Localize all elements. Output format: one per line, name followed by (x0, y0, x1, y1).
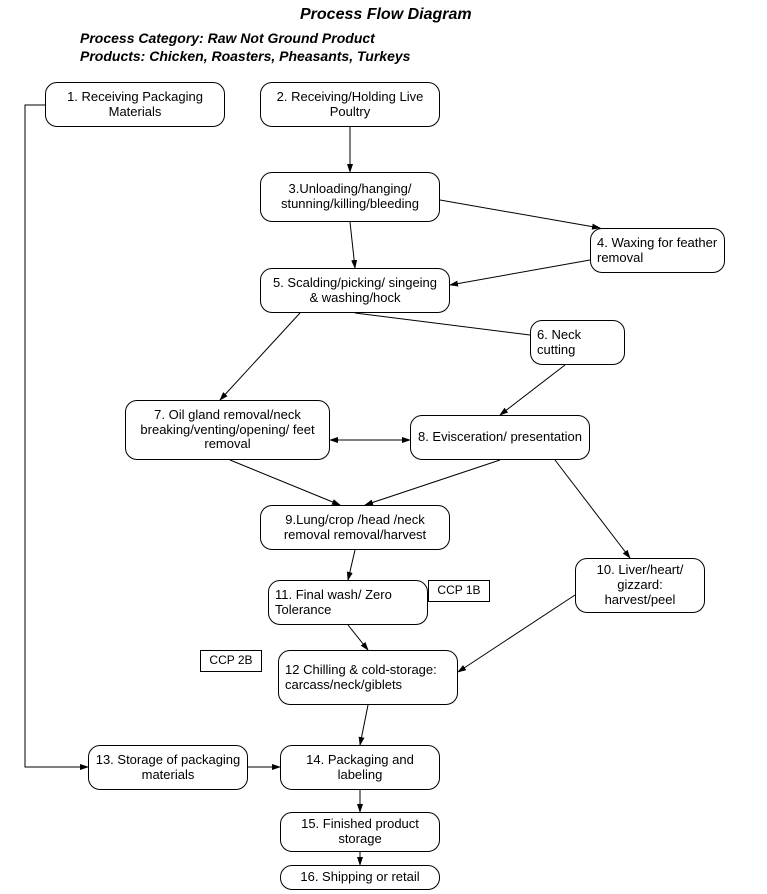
node-3-unloading: 3.Unloading/hanging/ stunning/killing/bl… (260, 172, 440, 222)
ccp-2b-label: CCP 2B (200, 650, 262, 672)
node-10-liver-heart: 10. Liver/heart/ gizzard: harvest/peel (575, 558, 705, 613)
diagram-canvas: Process Flow Diagram Process Category: R… (0, 0, 767, 894)
node-12-chilling: 12 Chilling & cold-storage: carcass/neck… (278, 650, 458, 705)
node-4-waxing: 4. Waxing for feather removal (590, 228, 725, 273)
node-2-receiving-poultry: 2. Receiving/Holding Live Poultry (260, 82, 440, 127)
node-6-neck-cutting: 6. Neck cutting (530, 320, 625, 365)
node-8-evisceration: 8. Evisceration/ presentation (410, 415, 590, 460)
node-9-lung-crop: 9.Lung/crop /head /neck removal removal/… (260, 505, 450, 550)
node-13-storage-materials: 13. Storage of packaging materials (88, 745, 248, 790)
node-7-oil-gland: 7. Oil gland removal/neck breaking/venti… (125, 400, 330, 460)
node-15-finished-storage: 15. Finished product storage (280, 812, 440, 852)
node-14-packaging: 14. Packaging and labeling (280, 745, 440, 790)
node-11-final-wash: 11. Final wash/ Zero Tolerance (268, 580, 428, 625)
diagram-subtitle-2: Products: Chicken, Roasters, Pheasants, … (80, 48, 410, 64)
diagram-title: Process Flow Diagram (300, 6, 472, 24)
diagram-subtitle-1: Process Category: Raw Not Ground Product (80, 30, 375, 46)
node-5-scalding: 5. Scalding/picking/ singeing & washing/… (260, 268, 450, 313)
node-1-receiving-packaging: 1. Receiving Packaging Materials (45, 82, 225, 127)
ccp-1b-label: CCP 1B (428, 580, 490, 602)
node-16-shipping: 16. Shipping or retail (280, 865, 440, 890)
